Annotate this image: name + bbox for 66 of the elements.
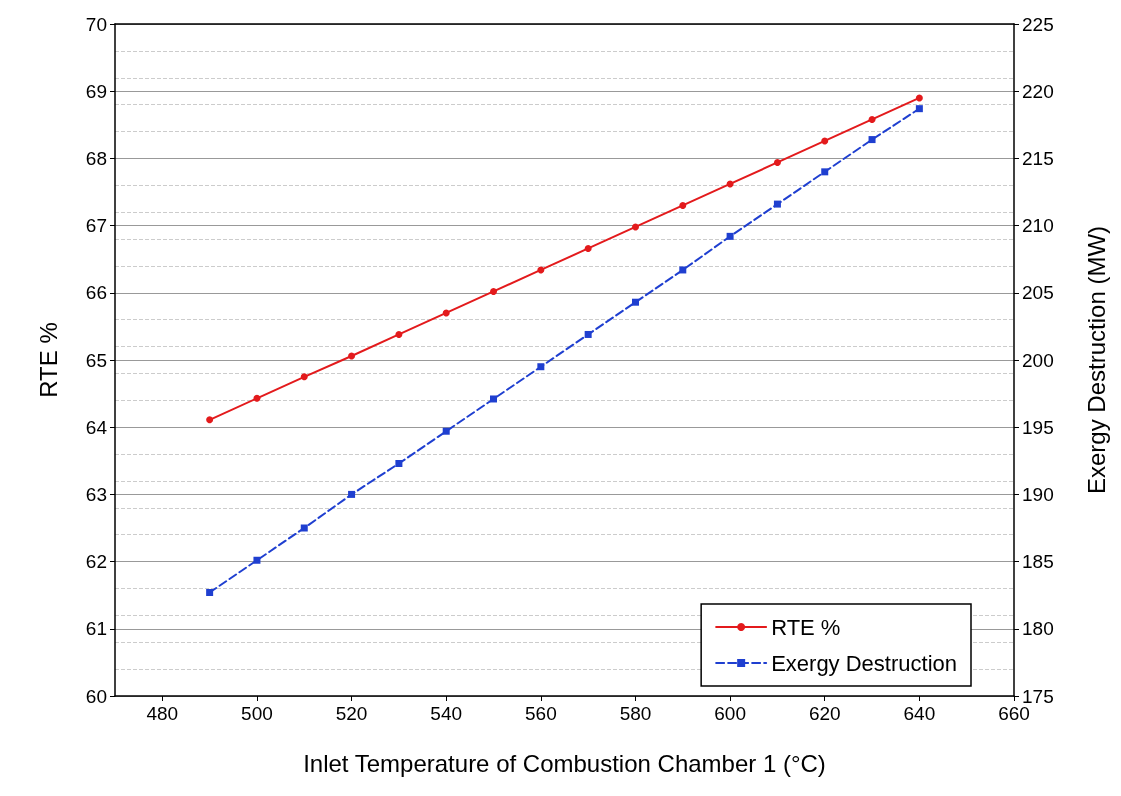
x-tick-label: 540 [430, 703, 463, 724]
x-tick-label: 640 [903, 703, 936, 724]
point [490, 287, 498, 295]
y2-tick-label: 220 [1022, 80, 1054, 102]
point [348, 490, 356, 498]
y-tick-label: 69 [85, 80, 107, 102]
point [395, 459, 403, 467]
point [821, 137, 829, 145]
y-tick-label: 60 [85, 685, 107, 707]
point [584, 330, 592, 338]
point [631, 223, 639, 231]
point [253, 556, 261, 564]
point [726, 232, 734, 240]
y-tick-label: 67 [85, 215, 107, 237]
point [490, 395, 498, 403]
y-tick-label: 63 [85, 483, 107, 505]
point [821, 168, 829, 176]
x-tick-label: 520 [335, 703, 368, 724]
point [395, 330, 403, 338]
point [773, 158, 781, 166]
point [442, 309, 450, 317]
legend-label: Exergy Destruction [771, 650, 958, 676]
point [868, 115, 876, 123]
x-tick-label: 560 [524, 703, 557, 724]
y2-tick-label: 180 [1022, 618, 1054, 640]
x-tick-label: 500 [241, 703, 273, 724]
point [206, 416, 214, 424]
y2-axis-title: Exergy Destruction (MW) [1082, 225, 1110, 495]
point [773, 200, 781, 208]
point [300, 373, 308, 381]
y-tick-label: 65 [85, 349, 107, 371]
y2-tick-label: 225 [1022, 13, 1054, 35]
y-tick-label: 66 [85, 282, 107, 304]
y2-tick-label: 215 [1022, 147, 1054, 169]
y2-tick-label: 205 [1022, 282, 1054, 304]
point [584, 244, 592, 252]
point [300, 524, 308, 532]
point [253, 394, 261, 402]
point [679, 201, 687, 209]
y-tick-label: 68 [85, 147, 107, 169]
point [915, 94, 923, 102]
x-tick-label: 620 [808, 703, 841, 724]
point [537, 266, 545, 274]
point [679, 266, 687, 274]
y2-tick-label: 210 [1022, 215, 1054, 237]
x-tick-label: 580 [619, 703, 652, 724]
y-tick-label: 64 [85, 416, 108, 438]
y2-tick-label: 190 [1022, 483, 1054, 505]
point [915, 105, 923, 113]
y2-tick-label: 200 [1022, 349, 1054, 371]
legend-label: RTE % [771, 614, 841, 640]
point [537, 363, 545, 371]
y2-tick-label: 195 [1022, 416, 1054, 438]
x-tick-label: 600 [714, 703, 746, 724]
y-tick-label: 62 [85, 551, 107, 573]
y-tick-label: 61 [85, 618, 107, 640]
point [206, 589, 214, 597]
y2-tick-label: 185 [1022, 551, 1054, 573]
point [868, 136, 876, 144]
point [631, 298, 639, 306]
y-tick-label: 70 [85, 13, 107, 35]
point [442, 427, 450, 435]
y-axis-title: RTE % [34, 322, 62, 398]
point [348, 352, 356, 360]
x-tick-label: 480 [146, 703, 179, 724]
x-axis-title: Inlet Temperature of Combustion Chamber 1 (°C) [303, 749, 826, 777]
